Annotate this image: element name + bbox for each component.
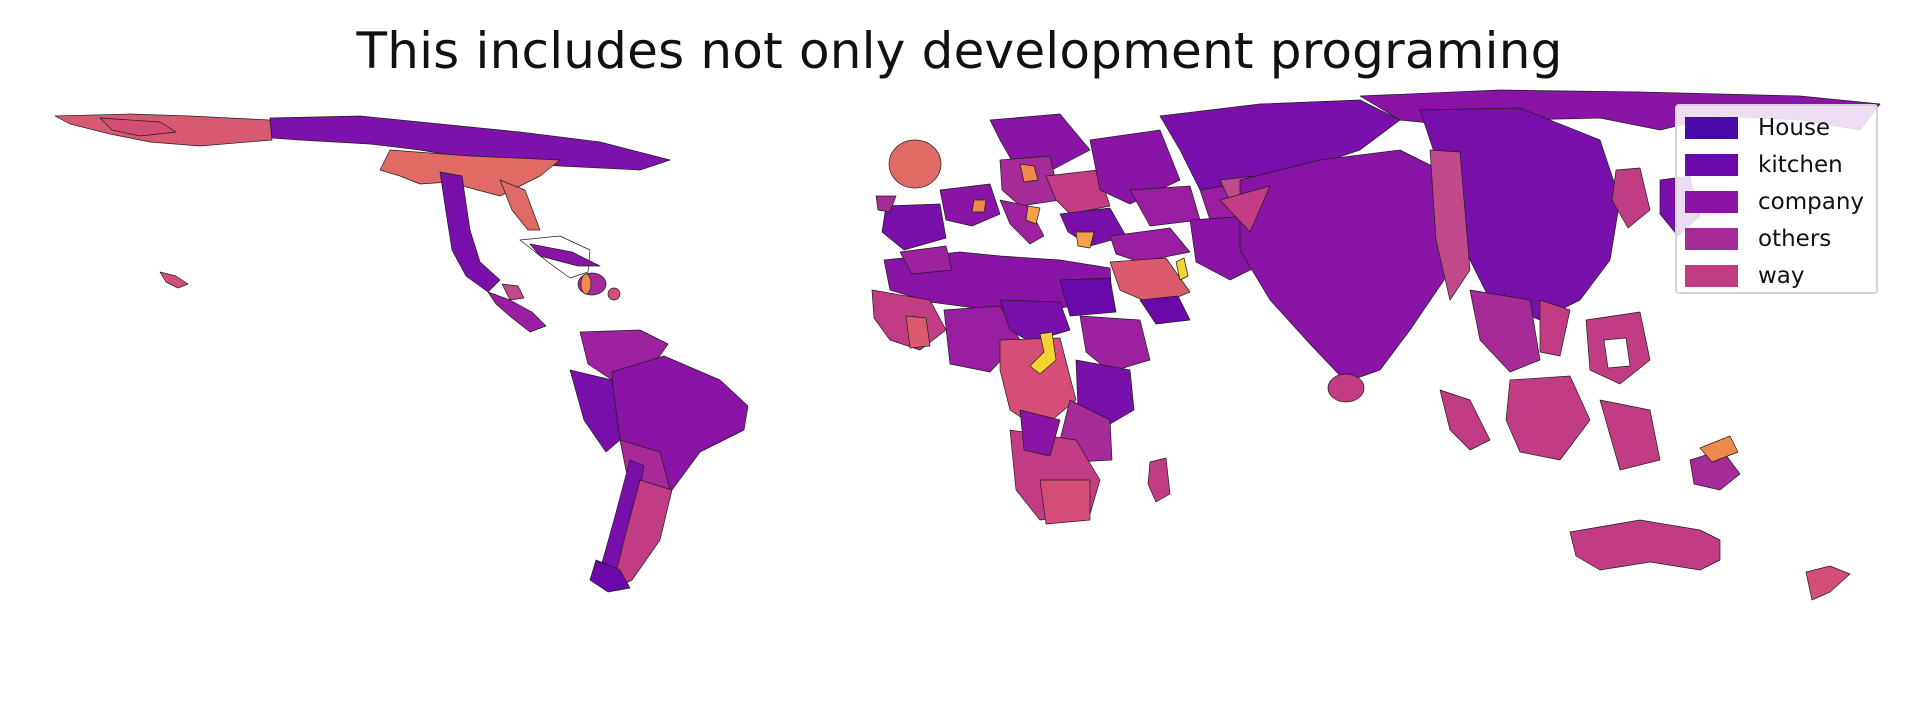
north-america-region — [54, 113, 671, 333]
south-africa-region — [1039, 479, 1091, 525]
tierra-region — [589, 559, 631, 593]
australia-region — [1569, 519, 1721, 571]
argentina-region — [611, 479, 673, 591]
morocco-region — [899, 245, 953, 275]
legend-swatch-kitchen — [1685, 154, 1738, 176]
west-coast-eu — [875, 195, 897, 213]
legend-swatch-house — [1685, 117, 1738, 139]
africa-region — [871, 245, 1171, 525]
usa-region — [379, 149, 561, 197]
legend: House kitchen company others way — [1675, 104, 1878, 294]
pacific-north-islands — [99, 117, 177, 137]
new-zealand-region — [1805, 565, 1851, 601]
central-america-small — [501, 283, 525, 301]
central-europe-region — [1045, 169, 1111, 215]
angola-region — [1019, 409, 1061, 457]
legend-item-kitchen: kitchen — [1685, 152, 1843, 178]
italy-region — [999, 199, 1045, 245]
orange-country-eu-2 — [1025, 205, 1041, 225]
mexico-region — [439, 171, 501, 293]
iberia-region — [881, 203, 947, 251]
uk-region — [888, 139, 942, 189]
west-africa-salmon — [905, 315, 931, 349]
philippines-cut — [1603, 337, 1631, 369]
vietnam-region — [1539, 299, 1571, 357]
legend-label-company: company — [1758, 189, 1865, 215]
south-america-region — [569, 329, 749, 593]
malaysia-region — [1439, 389, 1491, 451]
legend-label-way: way — [1758, 263, 1805, 289]
central-africa-yellow — [1029, 331, 1057, 375]
ukraine-region — [1129, 185, 1201, 227]
legend-item-way: way — [1685, 263, 1805, 289]
southeast-asia-region — [1469, 289, 1541, 373]
yemen-region — [1139, 295, 1191, 325]
oceania-region — [1569, 519, 1851, 601]
sudan-region — [1059, 277, 1117, 317]
orange-country-se — [1075, 231, 1095, 249]
canada-region — [269, 115, 671, 171]
madagascar-region — [1147, 457, 1171, 503]
central-america-region — [487, 291, 547, 333]
pakistan-strip — [1219, 185, 1271, 233]
gulf-yellow — [1175, 257, 1189, 281]
orange-country-eu — [1019, 163, 1039, 183]
png-orange — [1699, 435, 1739, 463]
ethiopia-region — [1079, 315, 1151, 373]
cuba-region — [529, 243, 601, 267]
bangladesh-region — [1429, 149, 1471, 301]
legend-label-kitchen: kitchen — [1758, 152, 1843, 178]
orange-small-eu — [971, 199, 987, 213]
legend-item-company: company — [1685, 189, 1865, 215]
legend-swatch-way — [1685, 265, 1738, 287]
hawaii-islands — [159, 271, 189, 289]
india-region — [1239, 149, 1461, 383]
europe-region — [875, 113, 1201, 251]
legend-swatch-others — [1685, 228, 1738, 250]
sri-lanka-region — [1327, 373, 1365, 403]
legend-label-house: House — [1758, 115, 1831, 141]
indonesia-region — [1505, 375, 1591, 461]
indonesia-east-region — [1599, 399, 1661, 471]
map-title: This includes not only development progr… — [356, 22, 1563, 80]
legend-label-others: others — [1758, 226, 1832, 252]
usa-east-region — [499, 179, 541, 231]
legend-item-others: others — [1685, 226, 1832, 252]
jamaica-region — [607, 287, 621, 301]
legend-item-house: House — [1685, 115, 1831, 141]
france-region — [939, 183, 1001, 227]
asia-region — [1219, 107, 1741, 491]
haiti-region — [580, 273, 592, 295]
peru-region — [569, 369, 621, 453]
korea-japan-region — [1611, 167, 1651, 229]
legend-swatch-company — [1685, 191, 1738, 213]
turkey-region — [1109, 227, 1191, 263]
